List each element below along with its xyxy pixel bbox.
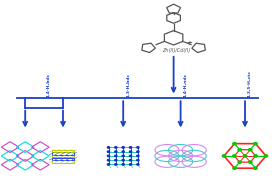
Circle shape: [115, 164, 117, 165]
Circle shape: [254, 167, 257, 169]
Circle shape: [137, 151, 139, 152]
Circle shape: [238, 161, 241, 163]
Text: 1,4-H₂ndc: 1,4-H₂ndc: [183, 73, 187, 97]
Circle shape: [129, 164, 132, 165]
Circle shape: [122, 155, 124, 157]
Bar: [52, 155, 74, 157]
Circle shape: [243, 155, 247, 157]
Circle shape: [122, 151, 124, 152]
Bar: [52, 158, 74, 160]
Text: 1,4-H₂bdc: 1,4-H₂bdc: [46, 73, 50, 97]
Circle shape: [137, 164, 139, 165]
Text: +: +: [186, 40, 192, 46]
Bar: [52, 152, 74, 155]
Circle shape: [115, 160, 117, 161]
Circle shape: [129, 147, 132, 148]
Circle shape: [122, 160, 124, 161]
Circle shape: [129, 155, 132, 157]
Circle shape: [122, 147, 124, 148]
Circle shape: [107, 147, 110, 148]
Circle shape: [129, 160, 132, 161]
Circle shape: [115, 155, 117, 157]
Circle shape: [107, 155, 110, 157]
Text: 1,3-H₂bdc: 1,3-H₂bdc: [126, 73, 130, 97]
Circle shape: [107, 151, 110, 152]
Circle shape: [233, 143, 236, 145]
Text: Zn(II)/Cd(II): Zn(II)/Cd(II): [162, 48, 190, 53]
Circle shape: [137, 155, 139, 157]
Circle shape: [122, 164, 124, 165]
Circle shape: [254, 155, 257, 157]
Bar: [52, 160, 74, 163]
Circle shape: [233, 155, 236, 157]
Circle shape: [222, 155, 226, 157]
Circle shape: [233, 167, 236, 169]
Circle shape: [249, 161, 252, 163]
Circle shape: [107, 164, 110, 165]
Circle shape: [264, 155, 268, 157]
Text: 1,3,5-H₃ctc: 1,3,5-H₃ctc: [248, 70, 252, 97]
Circle shape: [137, 160, 139, 161]
Circle shape: [107, 160, 110, 161]
Circle shape: [137, 147, 139, 148]
Bar: [52, 150, 74, 152]
Circle shape: [115, 147, 117, 148]
Circle shape: [254, 143, 257, 145]
Circle shape: [115, 151, 117, 152]
Circle shape: [129, 151, 132, 152]
Circle shape: [249, 149, 252, 151]
Circle shape: [238, 149, 241, 151]
